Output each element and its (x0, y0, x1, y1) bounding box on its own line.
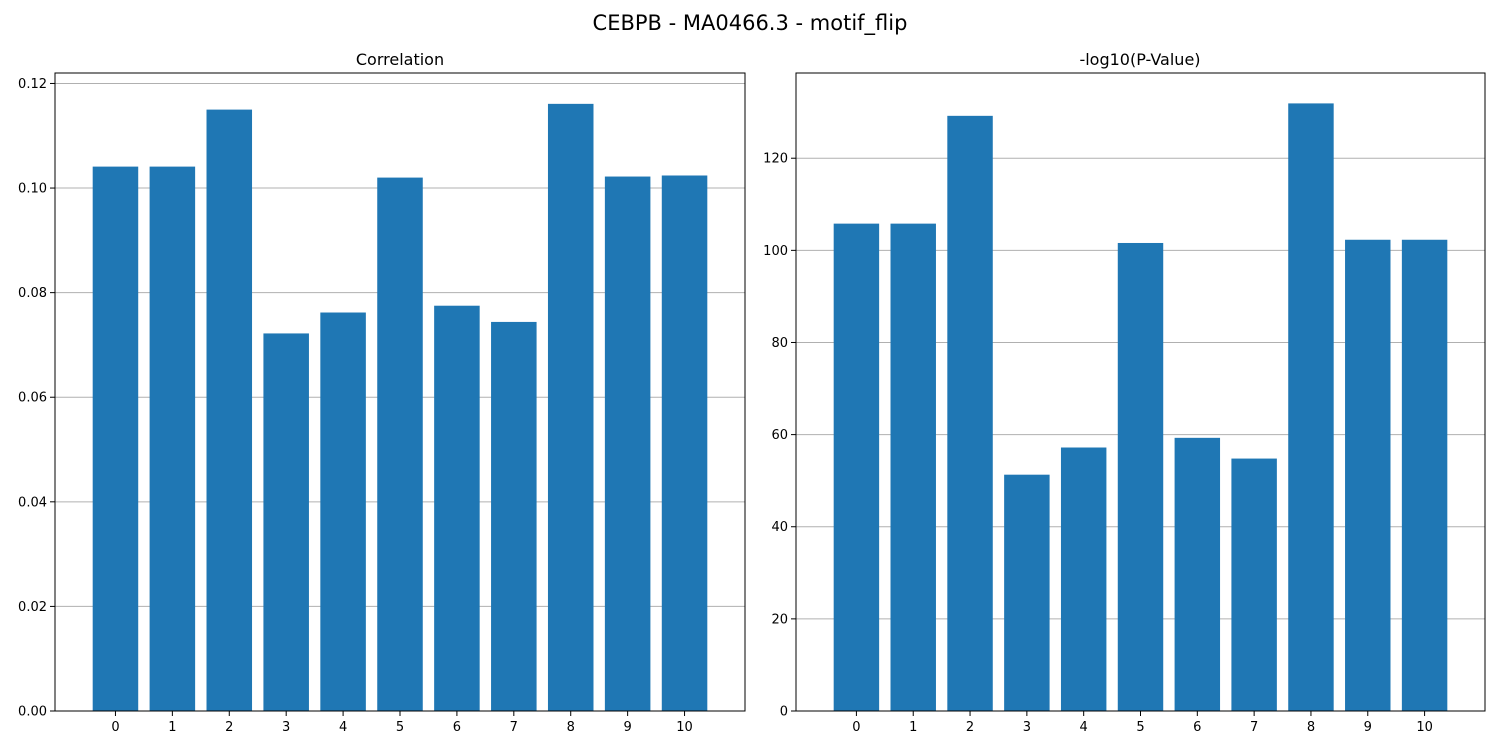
bar-correlation-0 (92, 166, 139, 711)
y-tick-label-pvalue-3: 60 (771, 428, 788, 443)
x-axis-correlation: 0 1 2 3 4 5 6 7 8 9 10 (111, 711, 693, 735)
bar-pvalue-6 (1174, 437, 1221, 711)
bar-pvalue-5 (1117, 242, 1164, 711)
bar-correlation-1 (149, 166, 196, 711)
bar-correlation-10 (661, 175, 708, 712)
bar-correlation-4 (320, 312, 366, 711)
x-tick-label-pvalue-6: 6 (1193, 720, 1201, 735)
x-tick-label-correlation-10: 10 (676, 720, 693, 735)
chart-title-pvalue: -log10(P-Value) (1079, 50, 1200, 69)
bar-pvalue-3 (1004, 474, 1050, 711)
x-tick-label-pvalue-5: 5 (1136, 720, 1144, 735)
x-tick-label-correlation-3: 3 (282, 720, 290, 735)
x-tick-label-correlation-8: 8 (567, 720, 575, 735)
y-tick-label-pvalue-2: 40 (771, 520, 788, 535)
x-tick-label-correlation-9: 9 (623, 720, 631, 735)
chart-title-correlation: Correlation (356, 50, 444, 69)
bar-correlation-6 (434, 305, 480, 711)
x-tick-label-pvalue-8: 8 (1307, 720, 1315, 735)
x-tick-label-correlation-7: 7 (510, 720, 518, 735)
chart-pvalue: -log10(P-Value) 0 20 40 60 80 100 120 0 1 2 3 4 5 6 7… (763, 50, 1486, 735)
bar-pvalue-10 (1401, 239, 1448, 711)
bar-pvalue-1 (890, 223, 936, 711)
y-axis-pvalue: 0 20 40 60 80 100 120 (763, 152, 796, 720)
x-tick-label-pvalue-0: 0 (852, 720, 860, 735)
bar-correlation-3 (263, 333, 309, 711)
bar-pvalue-2 (947, 115, 993, 711)
x-axis-pvalue: 0 1 2 3 4 5 6 7 8 9 10 (852, 711, 1433, 735)
y-tick-label-correlation-0: 0.00 (18, 705, 47, 720)
y-tick-label-correlation-2: 0.04 (18, 495, 47, 510)
bar-pvalue-4 (1060, 447, 1107, 711)
y-tick-label-pvalue-4: 80 (771, 336, 788, 351)
bars-pvalue (833, 103, 1448, 711)
x-tick-label-pvalue-4: 4 (1080, 720, 1088, 735)
bar-correlation-7 (491, 321, 537, 711)
bars-correlation (92, 103, 708, 712)
y-tick-label-correlation-3: 0.06 (18, 391, 47, 406)
bar-pvalue-0 (833, 223, 880, 711)
x-tick-label-pvalue-9: 9 (1364, 720, 1372, 735)
x-tick-label-correlation-0: 0 (111, 720, 119, 735)
x-tick-label-correlation-1: 1 (168, 720, 176, 735)
bar-pvalue-8 (1288, 103, 1334, 711)
y-tick-label-pvalue-5: 100 (763, 244, 788, 259)
y-axis-correlation: 0.00 0.02 0.04 0.06 0.08 0.10 0.12 (18, 77, 55, 720)
y-tick-label-correlation-6: 0.12 (18, 77, 47, 92)
x-tick-label-pvalue-1: 1 (909, 720, 917, 735)
x-tick-label-correlation-2: 2 (225, 720, 233, 735)
x-tick-label-correlation-6: 6 (453, 720, 461, 735)
x-tick-label-correlation-4: 4 (339, 720, 347, 735)
y-tick-label-correlation-1: 0.02 (18, 600, 47, 615)
y-tick-label-pvalue-1: 20 (771, 612, 788, 627)
x-tick-label-pvalue-2: 2 (966, 720, 974, 735)
bar-correlation-5 (377, 177, 423, 712)
x-tick-label-pvalue-10: 10 (1416, 720, 1433, 735)
y-tick-label-pvalue-6: 120 (763, 152, 788, 167)
y-tick-label-correlation-5: 0.10 (18, 182, 47, 197)
bar-pvalue-9 (1345, 239, 1391, 711)
x-tick-label-pvalue-7: 7 (1250, 720, 1258, 735)
x-tick-label-correlation-5: 5 (396, 720, 404, 735)
figure-title: CEBPB - MA0466.3 - motif_flip (593, 11, 908, 36)
bar-correlation-8 (547, 103, 594, 711)
bar-pvalue-7 (1231, 458, 1277, 711)
y-tick-label-pvalue-0: 0 (780, 705, 788, 720)
chart-correlation: Correlation 0.00 0.02 0.04 0.06 0.08 0.10 0.12… (18, 50, 746, 735)
bar-correlation-9 (604, 176, 651, 712)
x-tick-label-pvalue-3: 3 (1023, 720, 1031, 735)
bar-correlation-2 (206, 109, 253, 711)
y-tick-label-correlation-4: 0.08 (18, 286, 47, 301)
